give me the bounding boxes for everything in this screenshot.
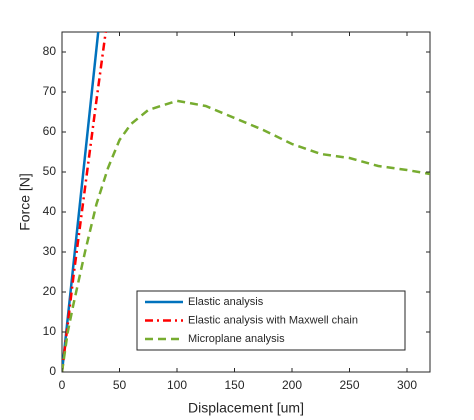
- x-tick-label: 50: [113, 378, 127, 392]
- x-tick-label: 0: [59, 378, 66, 392]
- x-tick-label: 150: [224, 378, 244, 392]
- x-tick-label: 250: [339, 378, 359, 392]
- x-axis-title: Displacement [um]: [188, 400, 304, 416]
- y-tick-label: 0: [49, 364, 56, 378]
- y-tick-label: 30: [43, 244, 57, 258]
- x-tick-label: 100: [167, 378, 187, 392]
- y-tick-label: 50: [43, 164, 57, 178]
- y-tick-label: 20: [43, 284, 57, 298]
- y-tick-label: 10: [43, 324, 57, 338]
- y-tick-label: 70: [43, 84, 57, 98]
- plot-area: [62, 32, 430, 372]
- x-tick-label: 200: [282, 378, 302, 392]
- legend-label: Elastic analysis: [188, 296, 264, 308]
- series-line: [62, 99, 430, 372]
- legend-label: Microplane analysis: [188, 333, 285, 345]
- y-tick-label: 80: [43, 44, 57, 58]
- y-tick-label: 60: [43, 124, 57, 138]
- y-tick-label: 40: [43, 204, 57, 218]
- x-tick-label: 300: [397, 378, 417, 392]
- legend-label: Elastic analysis with Maxwell chain: [188, 314, 358, 326]
- y-axis-title: Force [N]: [17, 173, 33, 231]
